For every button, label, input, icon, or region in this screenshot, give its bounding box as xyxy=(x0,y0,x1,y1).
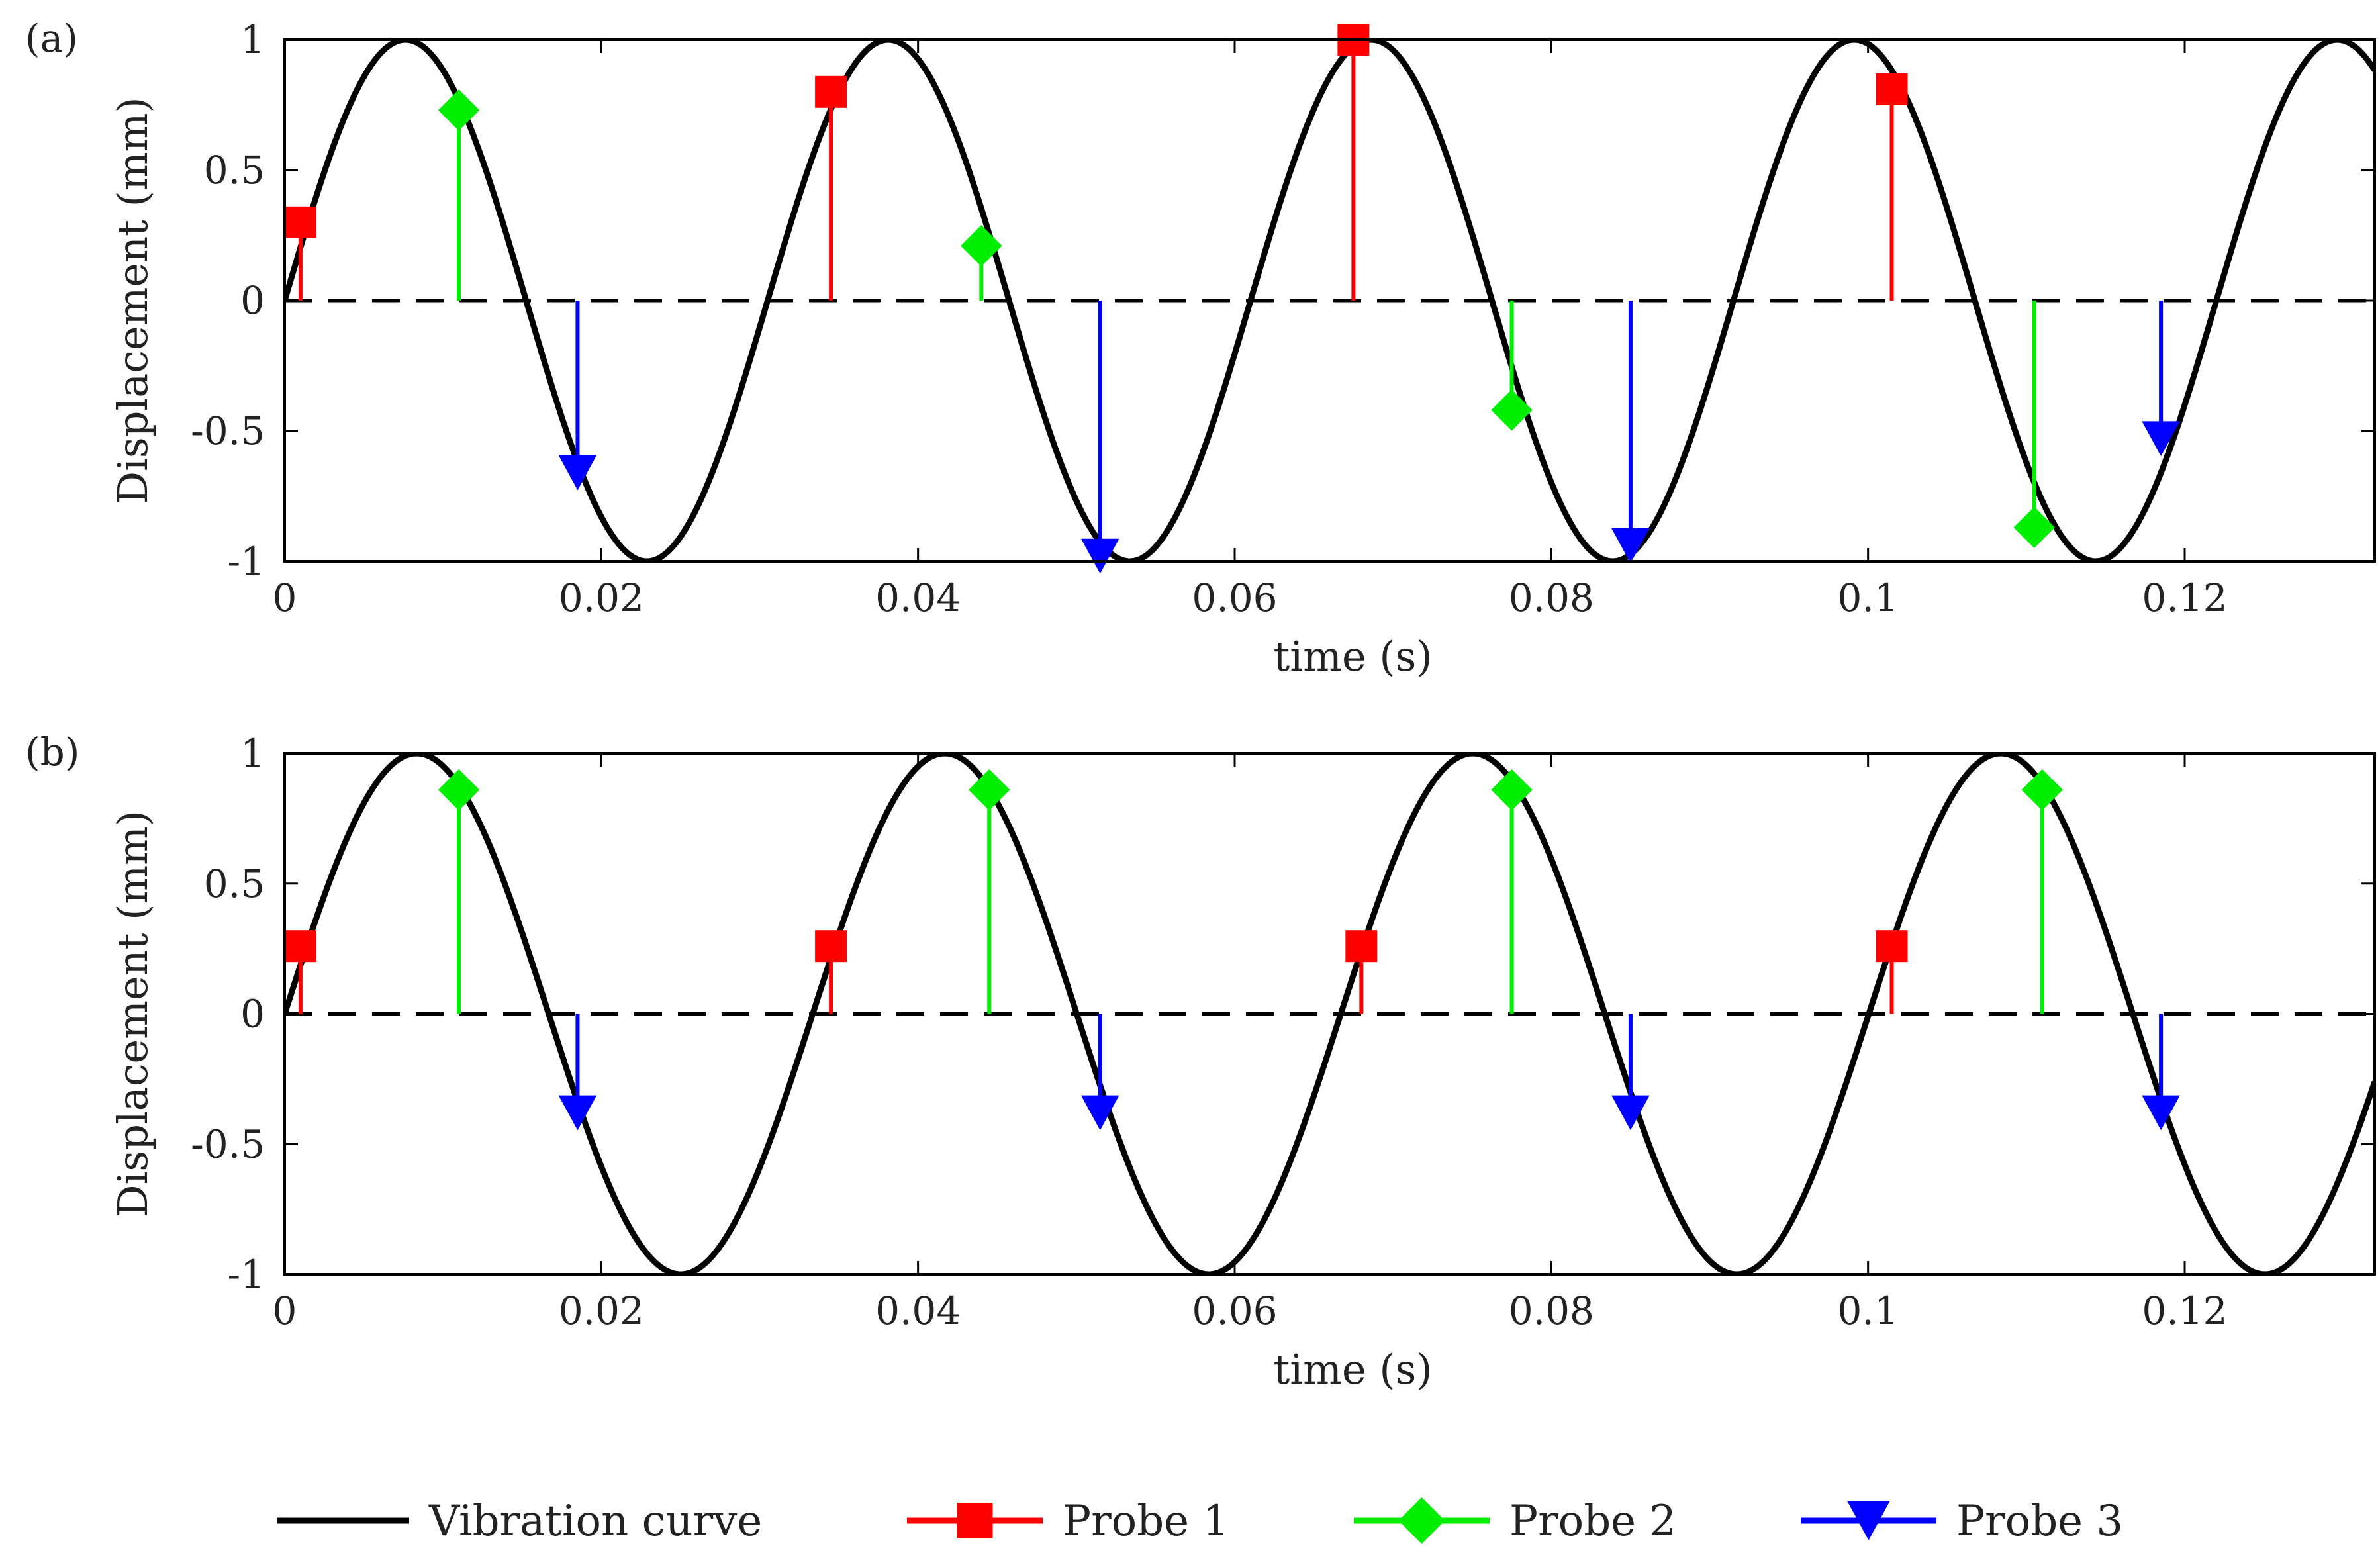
y-tick-label: 0 xyxy=(240,278,265,323)
probe-2-marker-2 xyxy=(961,225,1002,267)
legend-label-3: Probe 2 xyxy=(1509,1497,1676,1546)
probe-3-marker-1 xyxy=(558,1095,597,1131)
probe-3-marker-1 xyxy=(558,455,597,491)
legend-marker-2 xyxy=(957,1503,993,1538)
y-tick-label: -0.5 xyxy=(191,408,265,453)
y-tick-label: 0 xyxy=(240,992,265,1037)
panel-a: 0 0.02 0.04 0.06 0.08 0.1 0.12 1 0.5 0 -0.5 -1 time … xyxy=(25,16,2376,681)
legend: Vibration curve Probe 1 Probe 2 Probe 3 xyxy=(277,1497,2123,1546)
y-tick-label: -0.5 xyxy=(191,1121,265,1166)
probe-3-marker-2 xyxy=(1080,1095,1119,1131)
probe-1-marker-1 xyxy=(284,206,316,238)
probe-2-marker-1 xyxy=(438,89,480,131)
legend-label-4: Probe 3 xyxy=(1956,1497,2123,1546)
x-tick-label: 0.04 xyxy=(875,575,961,620)
panel-label: (b) xyxy=(25,730,79,775)
probe-1-marker-4 xyxy=(1876,930,1908,963)
probe-1-marker-2 xyxy=(815,930,847,963)
probe-3-marker-2 xyxy=(1080,538,1119,574)
legend-marker-3 xyxy=(1398,1497,1445,1544)
y-tick-label: -1 xyxy=(228,539,265,584)
probe-1-marker-3 xyxy=(1345,930,1378,963)
probe-2-marker-4 xyxy=(2021,769,2063,811)
x-tick-label: 0.08 xyxy=(1509,575,1594,620)
y-tick-label: 1 xyxy=(240,731,265,776)
x-tick-label: 0.04 xyxy=(875,1288,961,1333)
probe-3-marker-3 xyxy=(1611,528,1650,563)
vibration-curve xyxy=(285,40,2375,561)
x-tick-label: 0.12 xyxy=(2142,1288,2227,1333)
x-tick-label: 0 xyxy=(273,1288,297,1333)
x-tick-label: 0.1 xyxy=(1838,575,1899,620)
legend-label-2: Probe 1 xyxy=(1063,1497,1229,1546)
probe-2-marker-3 xyxy=(1491,769,1533,811)
y-tick-label: -1 xyxy=(228,1252,265,1297)
y-tick-label: 0.5 xyxy=(204,148,265,193)
x-tick-label: 0.06 xyxy=(1192,575,1277,620)
x-tick-label: 0.06 xyxy=(1192,1288,1277,1333)
x-tick-label: 0.08 xyxy=(1509,1288,1594,1333)
x-tick-label: 0.02 xyxy=(559,1288,644,1333)
y-tick-label: 1 xyxy=(240,17,265,62)
probe-2-marker-3 xyxy=(1491,389,1533,431)
legend-marker-4 xyxy=(1847,1501,1890,1540)
probe-3-marker-4 xyxy=(2142,1095,2180,1131)
x-tick-label: 0.12 xyxy=(2142,575,2227,620)
x-tick-label: 0 xyxy=(273,575,297,620)
probe-2-marker-1 xyxy=(438,769,480,811)
x-axis-label: time (s) xyxy=(1273,632,1432,681)
vibration-curve xyxy=(285,753,2375,1274)
probe-1-marker-1 xyxy=(284,930,316,963)
probe-3-marker-3 xyxy=(1611,1095,1650,1131)
probe-2-marker-2 xyxy=(969,769,1010,811)
y-axis-label: Displacement (mm) xyxy=(109,810,157,1217)
legend-label-1: Vibration curve xyxy=(428,1497,762,1546)
y-axis-label: Displacement (mm) xyxy=(109,97,157,504)
probe-1-marker-2 xyxy=(815,75,847,108)
panel-b: 0 0.02 0.04 0.06 0.08 0.1 0.12 1 0.5 0 -0.5 -1 time … xyxy=(25,730,2376,1394)
probe-3-marker-4 xyxy=(2142,421,2180,457)
x-tick-label: 0.1 xyxy=(1838,1288,1899,1333)
y-tick-label: 0.5 xyxy=(204,861,265,906)
x-axis-label: time (s) xyxy=(1273,1345,1432,1394)
probe-2-marker-4 xyxy=(2013,506,2055,548)
panel-label: (a) xyxy=(25,16,78,61)
x-tick-label: 0.02 xyxy=(559,575,644,620)
probe-1-marker-4 xyxy=(1876,73,1908,105)
